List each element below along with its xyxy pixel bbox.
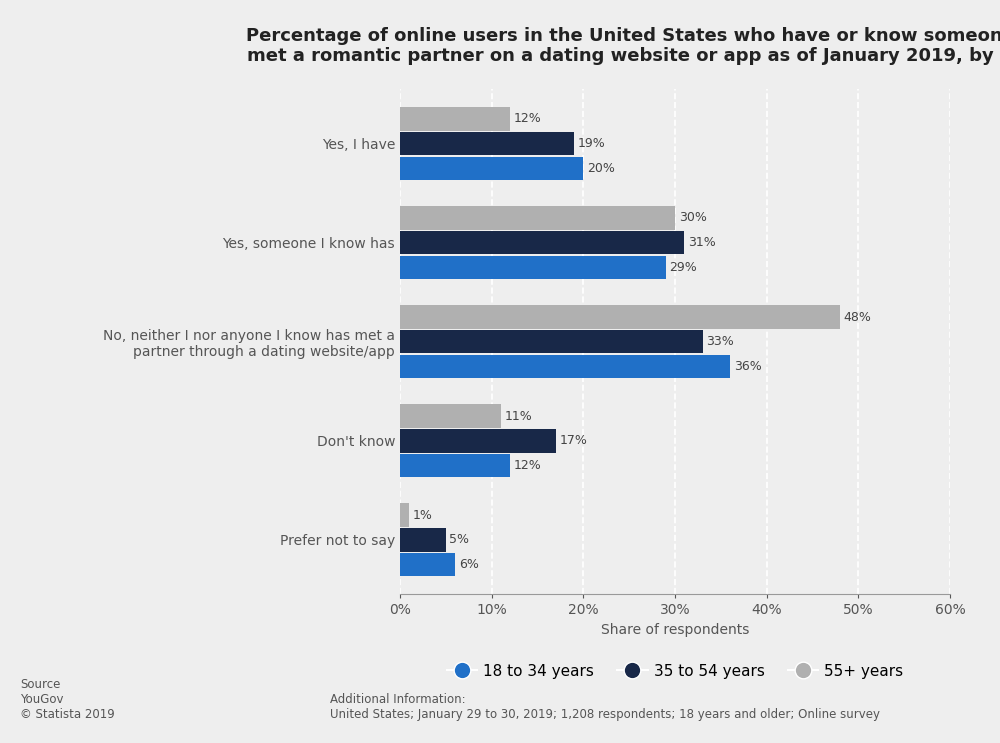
Text: 11%: 11% (505, 409, 532, 423)
Text: Additional Information:
United States; January 29 to 30, 2019; 1,208 respondents: Additional Information: United States; J… (330, 692, 880, 721)
X-axis label: Share of respondents: Share of respondents (601, 623, 749, 637)
Text: 48%: 48% (844, 311, 872, 323)
Text: 17%: 17% (560, 435, 587, 447)
Bar (400, 305, 840, 328)
Text: 5%: 5% (450, 533, 470, 546)
Text: 31%: 31% (688, 236, 716, 249)
Bar (400, 429, 556, 452)
Text: 36%: 36% (734, 360, 761, 373)
Bar (400, 355, 730, 378)
Text: 30%: 30% (679, 212, 707, 224)
Text: 33%: 33% (706, 335, 734, 348)
Bar (400, 404, 501, 428)
Bar (400, 330, 702, 354)
Bar (400, 256, 666, 279)
Text: 6%: 6% (459, 558, 479, 571)
Text: 12%: 12% (514, 112, 541, 126)
Bar (400, 231, 684, 254)
Text: 29%: 29% (670, 261, 697, 274)
Legend: 18 to 34 years, 35 to 54 years, 55+ years: 18 to 34 years, 35 to 54 years, 55+ year… (441, 658, 909, 685)
Bar (400, 504, 409, 527)
Bar (400, 207, 675, 230)
Text: 19%: 19% (578, 137, 606, 150)
Bar (400, 528, 446, 551)
Bar (400, 553, 455, 577)
Text: 12%: 12% (514, 459, 541, 472)
Text: Source
YouGov
© Statista 2019: Source YouGov © Statista 2019 (20, 678, 115, 721)
Bar (400, 157, 583, 180)
Title: Percentage of online users in the United States who have or know someone who has: Percentage of online users in the United… (246, 27, 1000, 65)
Text: 20%: 20% (587, 162, 615, 175)
Bar (400, 107, 510, 131)
Bar (400, 132, 574, 155)
Bar (400, 454, 510, 477)
Text: 1%: 1% (413, 509, 433, 522)
